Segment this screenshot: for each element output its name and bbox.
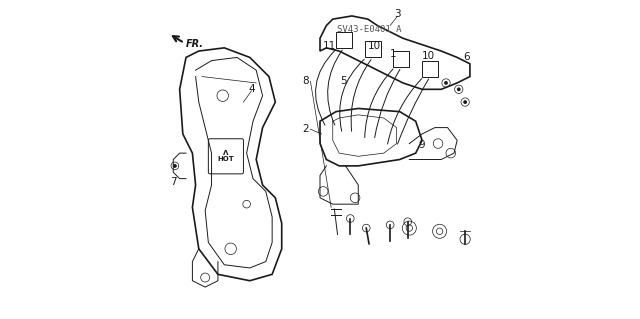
- Text: 2: 2: [302, 124, 309, 134]
- Circle shape: [444, 81, 448, 85]
- Text: 3: 3: [394, 9, 401, 19]
- Text: ꓥ
HOT: ꓥ HOT: [218, 150, 234, 162]
- Text: 6: 6: [463, 52, 470, 63]
- Circle shape: [463, 100, 467, 104]
- Text: 1: 1: [390, 49, 397, 59]
- Text: 5: 5: [340, 76, 348, 86]
- Text: 7: 7: [171, 177, 177, 187]
- Text: 8: 8: [302, 76, 309, 86]
- Text: 11: 11: [323, 41, 336, 51]
- Text: 9: 9: [419, 140, 426, 150]
- Text: 4: 4: [248, 84, 255, 94]
- Text: 10: 10: [422, 51, 435, 61]
- Circle shape: [457, 87, 461, 91]
- Text: SV43-E0401 A: SV43-E0401 A: [337, 25, 402, 34]
- Circle shape: [173, 164, 177, 167]
- Text: FR.: FR.: [186, 39, 204, 49]
- Text: 10: 10: [367, 41, 381, 51]
